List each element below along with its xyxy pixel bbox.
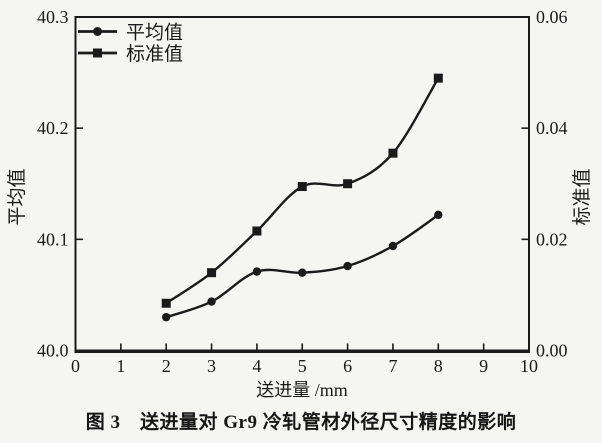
x-tick-label: 5 [298,356,307,376]
data-point-circle [388,241,398,251]
x-axis-title: 送进量 /mm [256,380,348,400]
data-point-square [388,148,398,158]
y-right-tick-label: 0.00 [536,341,568,361]
x-tick-label: 2 [162,356,171,376]
y-right-tick-label: 0.06 [536,7,568,27]
legend-label: 平均值 [126,22,183,44]
x-tick-label: 3 [207,356,216,376]
data-point-square [161,298,171,308]
y-left-tick-label: 40.0 [37,341,69,361]
legend-label: 标准值 [126,43,183,65]
data-point-circle [207,297,216,306]
data-point-circle [252,267,262,276]
data-point-square [343,179,353,189]
x-tick-label: 4 [252,356,261,376]
data-point-square [207,268,217,278]
data-point-circle [343,261,352,271]
x-tick-label: 7 [388,356,397,376]
x-tick-label: 6 [343,356,352,376]
x-tick-label: 1 [116,356,125,376]
series-line-0 [165,213,439,319]
x-tick-label: 8 [434,356,443,376]
y-left-tick-label: 40.2 [37,118,69,138]
y-right-axis-title: 标准值 [571,168,593,225]
legend-marker-circle [93,27,102,36]
line-chart: 0 1 2 3 4 5 6 7 8 9 10 40.0 40.1 40.2 40.3 0.00 0.02 0.04… [6,7,593,400]
y-right-tick-label: 0.04 [536,118,568,138]
y-left-tick-label: 40.3 [37,7,69,27]
figure-caption: 图 3 送进量对 Gr9 冷轧管材外径尺寸精度的影响 [85,412,517,433]
data-point-square [433,73,443,83]
x-tick-label: 9 [479,356,488,376]
x-tick-label: 0 [71,356,80,376]
y-left-tick-label: 40.1 [37,229,69,249]
data-point-circle [298,268,307,277]
data-point-circle [162,312,171,322]
y-right-tick-label: 0.02 [536,229,568,249]
data-point-square [252,226,262,236]
x-tick-label: 10 [520,356,538,376]
data-point-circle [434,210,443,220]
legend-marker-square [93,48,102,58]
data-point-square [297,182,307,192]
y-left-axis-title: 平均值 [6,168,28,225]
